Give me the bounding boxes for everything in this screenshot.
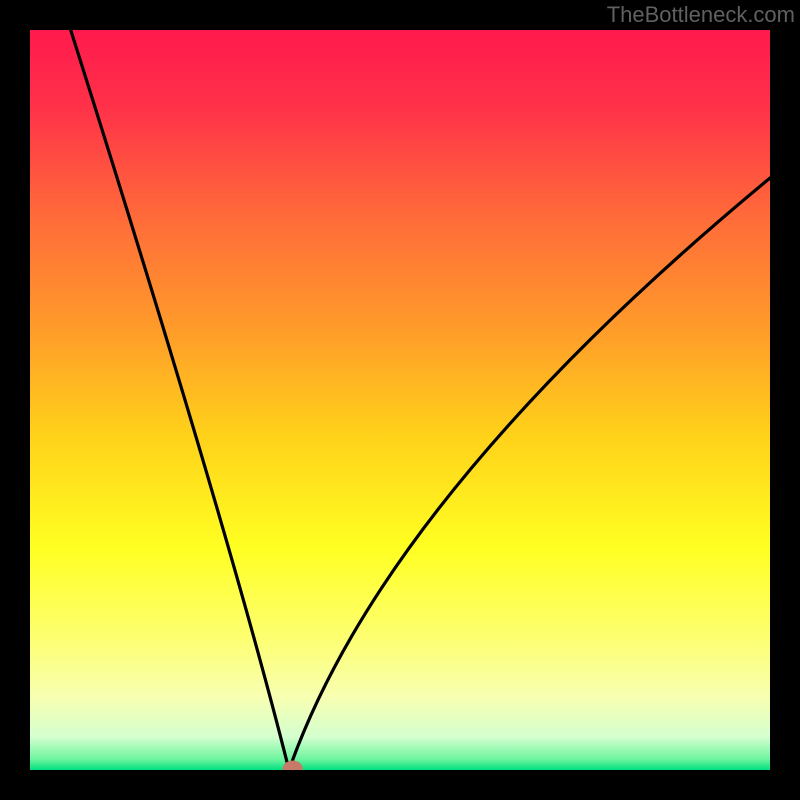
bottleneck-curve-chart: TheBottleneck.com <box>0 0 800 800</box>
watermark-text: TheBottleneck.com <box>607 2 795 27</box>
plot-background <box>30 30 770 770</box>
chart-container: { "watermark": { "text": "TheBottleneck.… <box>0 0 800 800</box>
